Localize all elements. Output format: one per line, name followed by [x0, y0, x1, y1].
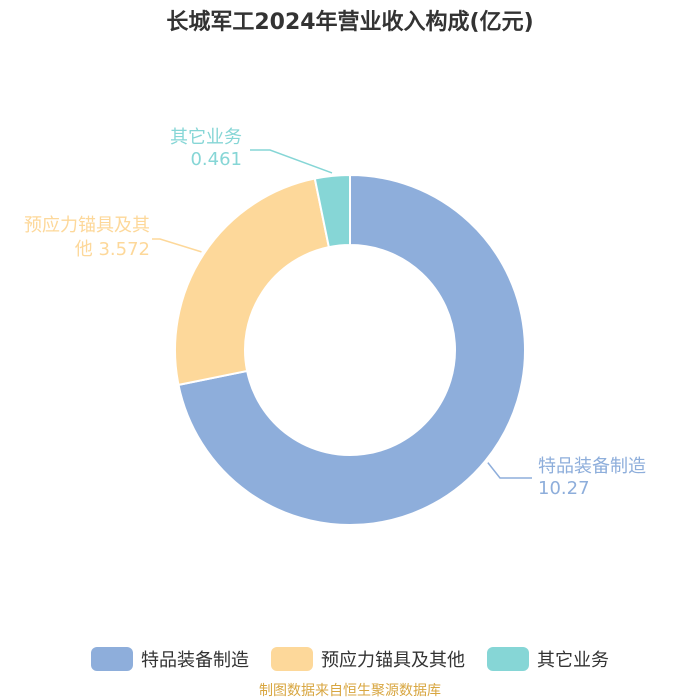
source-note: 制图数据来自恒生聚源数据库 — [259, 683, 441, 699]
legend: 特品装备制造 预应力锚具及其他 其它业务 — [0, 646, 700, 672]
legend-label-2: 其它业务 — [537, 650, 609, 671]
slice-label-value-1: 他 3.572 — [75, 239, 150, 260]
legend-swatch-1 — [271, 647, 313, 671]
slice-label-name-2: 其它业务 — [170, 127, 242, 148]
chart-title: 长城军工2024年营业收入构成(亿元) — [166, 10, 534, 35]
legend-item-0[interactable]: 特品装备制造 — [91, 646, 249, 672]
legend-item-2[interactable]: 其它业务 — [487, 646, 609, 672]
slice-2[interactable] — [313, 173, 351, 249]
leader-line-1 — [152, 238, 202, 253]
slice-0[interactable] — [177, 173, 526, 526]
slice-label-name-0: 特品装备制造 — [538, 456, 646, 477]
slice-label-name-1: 预应力锚具及其 — [24, 215, 150, 236]
leader-line-2 — [250, 149, 333, 174]
legend-swatch-0 — [91, 647, 133, 671]
leader-line-0 — [487, 462, 532, 479]
slice-label-value-0: 10.27 — [538, 478, 590, 499]
slice-label-value-2: 0.461 — [190, 149, 242, 170]
legend-item-1[interactable]: 预应力锚具及其他 — [271, 646, 465, 672]
legend-swatch-2 — [487, 647, 529, 671]
legend-label-0: 特品装备制造 — [141, 650, 249, 671]
slice-1[interactable] — [174, 177, 331, 387]
legend-label-1: 预应力锚具及其他 — [321, 650, 465, 671]
